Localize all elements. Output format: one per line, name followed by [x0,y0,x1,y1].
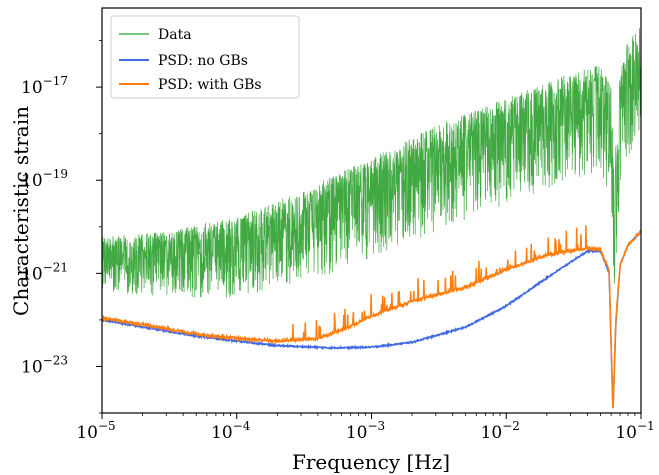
legend-label-data: Data [158,27,192,43]
legend: Data PSD: no GBs PSD: with GBs [110,15,300,99]
series-psd-with-gbs-line [102,225,641,408]
series-layer [102,28,641,409]
y-tick-label: 10−17 [21,74,68,98]
x-tick-label: 10−3 [346,419,385,443]
x-tick-label: 10−4 [211,419,251,443]
y-tick-label: 10−23 [21,353,68,377]
legend-label-psd-with-gbs: PSD: with GBs [158,77,262,93]
series-psd-no-gbs-line [102,230,641,409]
x-axis-label: Frequency [Hz] [292,450,450,474]
series-data-line [102,28,641,298]
x-tick-label: 10−2 [481,419,520,443]
legend-box [110,15,300,99]
legend-label-psd-no-gbs: PSD: no GBs [158,53,248,69]
y-axis-label: Characteristic strain [9,106,33,316]
x-tick-label: 10−1 [615,419,654,443]
x-tick-label: 10−5 [76,419,115,443]
